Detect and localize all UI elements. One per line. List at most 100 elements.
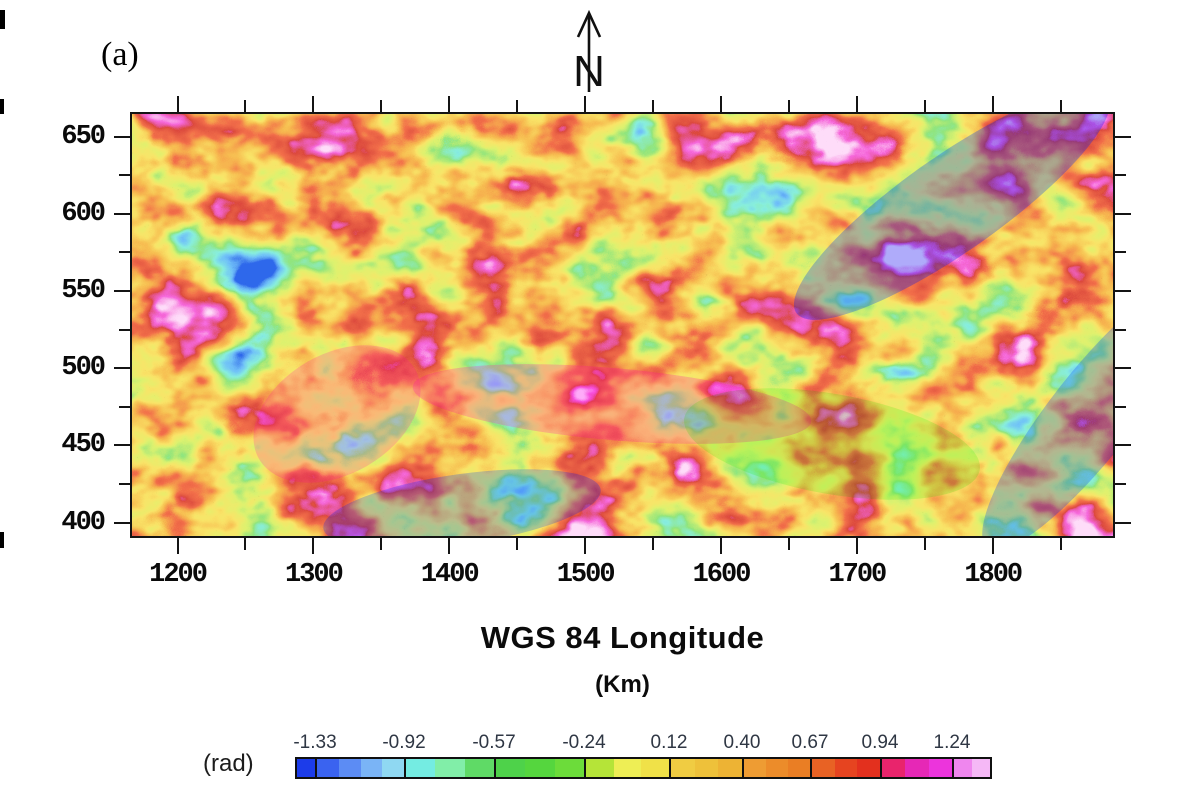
x-axis-title: WGS 84 Longitude (480, 620, 765, 655)
colorbar-cell (671, 759, 695, 777)
axis-tick (312, 538, 315, 554)
colorbar-cell (744, 759, 766, 777)
axis-tick (1115, 521, 1131, 524)
colorbar-section (742, 759, 810, 777)
axis-tick (1115, 367, 1131, 370)
axis-tick (176, 96, 179, 112)
axis-tick (244, 538, 247, 550)
axis-tick (1115, 290, 1131, 293)
x-tick-label: 1200 (149, 560, 208, 590)
colorbar-cell (297, 759, 315, 777)
colorbar-cell (882, 759, 906, 777)
x-tick-label: 1700 (828, 560, 887, 590)
axis-tick (991, 96, 994, 112)
x-tick-label: 1300 (285, 560, 344, 590)
axis-tick (855, 538, 858, 554)
colorbar-tick-label: -0.92 (382, 732, 426, 753)
colorbar-tick-label: -0.57 (472, 732, 516, 753)
axis-tick (114, 444, 130, 447)
colorbar-tick-label: 0.40 (723, 732, 761, 753)
colorbar-cell (317, 759, 339, 777)
axis-tick (720, 96, 722, 112)
axis-tick (787, 538, 790, 550)
colorbar-cell (613, 759, 642, 777)
colorbar-cell (496, 759, 526, 777)
axis-tick (119, 174, 130, 177)
axis-tick (380, 538, 383, 550)
colorbar-cell (554, 759, 584, 777)
colorbar-cell (766, 759, 788, 777)
colorbar-cell (435, 759, 465, 777)
colorbar-section (880, 759, 952, 777)
north-arrow-icon: N (573, 9, 605, 96)
panel-label: (a) (101, 36, 139, 73)
axis-tick (448, 538, 451, 554)
colorbar-section (494, 759, 584, 777)
colorbar-cell (834, 759, 858, 777)
axis-tick (720, 538, 722, 554)
axis-tick (119, 405, 130, 408)
axis-tick (114, 212, 130, 215)
y-tick-label: 400 (61, 507, 106, 538)
axis-tick (119, 251, 130, 254)
axis-tick (1115, 135, 1131, 138)
axis-tick (114, 135, 130, 138)
colorbar-cell (586, 759, 614, 777)
y-tick-label: 650 (61, 121, 106, 152)
axis-tick (516, 538, 519, 550)
axis-tick (991, 538, 994, 554)
colorbar-section (810, 759, 881, 777)
axis-tick (1115, 174, 1126, 177)
colorbar-cell (928, 759, 952, 777)
colorbar-cell (788, 759, 810, 777)
x-tick-label: 1600 (692, 560, 752, 590)
colorbar-section (404, 759, 494, 777)
scan-artifact (0, 99, 4, 114)
axis-tick (114, 290, 130, 293)
axis-tick (448, 96, 451, 112)
scan-artifact (0, 10, 5, 29)
axis-tick (114, 367, 130, 370)
axis-tick (1115, 482, 1126, 485)
axis-tick (119, 482, 130, 485)
colorbar-cell (857, 759, 881, 777)
colorbar-section (669, 759, 743, 777)
colorbar-cell (525, 759, 555, 777)
y-tick-label: 450 (61, 430, 106, 461)
axis-tick (652, 538, 655, 550)
axis-tick (923, 538, 926, 550)
colorbar-section (297, 759, 315, 777)
colorbar (295, 757, 992, 779)
colorbar-cell (382, 759, 404, 777)
colorbar-cell (360, 759, 383, 777)
axis-tick (1059, 538, 1062, 550)
colorbar-cell (694, 759, 719, 777)
colorbar-section (952, 759, 990, 777)
y-tick-label: 600 (61, 198, 106, 229)
axis-tick (1115, 251, 1126, 254)
x-axis-units: (Km) (595, 671, 650, 698)
axis-tick (516, 100, 519, 112)
colorbar-tick-label: -1.33 (293, 732, 337, 753)
colorbar-cell (954, 759, 972, 777)
colorbar-section (315, 759, 404, 777)
x-tick-label: 1800 (964, 560, 1023, 590)
y-tick-label: 500 (61, 353, 106, 384)
axis-tick (652, 100, 655, 112)
colorbar-cell (972, 759, 990, 777)
colorbar-cell (406, 759, 436, 777)
axis-tick (1115, 328, 1126, 331)
scan-artifact (0, 532, 4, 548)
map-plot-area (130, 112, 1115, 538)
axis-tick (114, 521, 130, 524)
x-tick-label: 1400 (420, 560, 480, 590)
colorbar-cell (718, 759, 743, 777)
axis-tick (1115, 405, 1126, 408)
colorbar-tick-label: 0.94 (861, 732, 899, 753)
axis-tick (855, 96, 858, 112)
colorbar-cell (641, 759, 670, 777)
colorbar-cell (338, 759, 361, 777)
axis-tick (584, 538, 587, 554)
map-raster (132, 114, 1113, 536)
axis-tick (1115, 444, 1131, 447)
